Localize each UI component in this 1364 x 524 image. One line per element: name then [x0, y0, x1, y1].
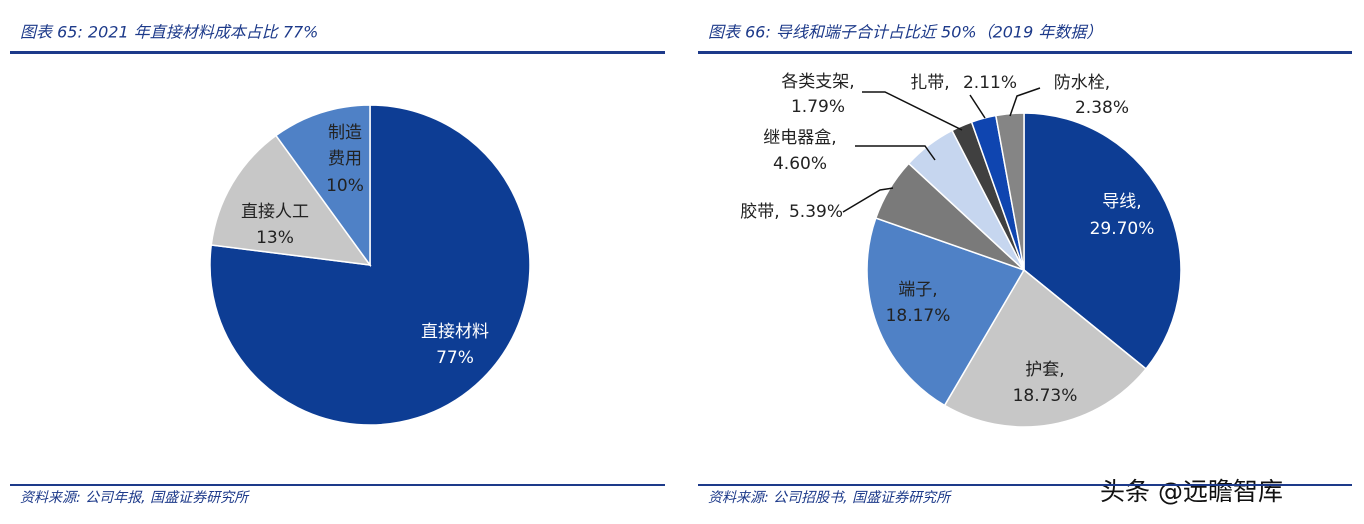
slice-value-label: 2.11% [963, 73, 1017, 93]
slice-value-label: 77% [436, 348, 474, 368]
slice-category: 胶带, [740, 202, 779, 222]
slice-value-label: 4.60% [773, 154, 827, 174]
source: 资料来源: 公司招股书, 国盛证券研究所 [708, 490, 952, 506]
slice-value-label: 18.17% [886, 306, 951, 326]
slice-category: 防水栓, [1054, 73, 1110, 93]
slice-value-label: 10% [326, 176, 364, 196]
slice-category: 直接材料 [421, 322, 489, 342]
chart-title: 图表 65: 2021 年直接材料成本占比 77% [20, 23, 318, 42]
pie-slice [1023, 112, 1182, 370]
pie-slice [943, 268, 1148, 428]
slice-category: 护套, [1025, 360, 1064, 380]
slice-value-label: 29.70% [1090, 219, 1155, 239]
leader-line [1009, 87, 1041, 117]
source: 资料来源: 公司年报, 国盛证券研究所 [20, 490, 250, 506]
leader-line [855, 145, 936, 161]
leader-line [842, 187, 894, 213]
source-rule [698, 484, 1352, 486]
slice-category: 端子, [898, 280, 937, 300]
slice-category: 扎带, [910, 73, 949, 93]
slice-category: 直接人工 [241, 202, 309, 222]
leader-line [862, 91, 963, 131]
chart-title: 图表 66: 导线和端子合计占比近 50%（2019 年数据） [708, 23, 1102, 42]
slice-category: 制造费用 [328, 123, 362, 169]
slice-value-label: 1.79% [791, 97, 845, 117]
pie-slice [210, 134, 372, 266]
pie-slice [274, 104, 371, 268]
title-rule [10, 51, 665, 54]
title-rule [698, 51, 1352, 54]
leader-line [969, 94, 986, 119]
pie-slice [866, 217, 1026, 407]
slice-category: 导线, [1102, 192, 1141, 212]
pie-slice [994, 112, 1025, 271]
slice-category: 各类支架, [781, 72, 854, 92]
watermark: 头条 @远瞻智库 [1100, 477, 1283, 506]
slice-value-label: 13% [256, 228, 294, 248]
slice-value-label: 5.39% [789, 202, 843, 222]
slice-value-label: 2.38% [1075, 98, 1129, 118]
source-rule [10, 484, 665, 486]
slice-category: 继电器盒, [763, 128, 836, 148]
slice-value-label: 18.73% [1013, 386, 1078, 406]
